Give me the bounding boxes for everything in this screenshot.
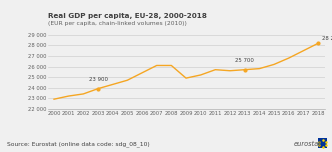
Text: (EUR per capita, chain-linked volumes (2010)): (EUR per capita, chain-linked volumes (2…	[48, 21, 187, 26]
Text: eurostat: eurostat	[294, 142, 322, 147]
Text: 23 900: 23 900	[89, 77, 108, 82]
Text: 28 200: 28 200	[322, 36, 332, 41]
Text: Real GDP per capita, EU-28, 2000-2018: Real GDP per capita, EU-28, 2000-2018	[48, 13, 207, 19]
Text: 25 700: 25 700	[235, 58, 254, 63]
Text: Source: Eurostat (online data code: sdg_08_10): Source: Eurostat (online data code: sdg_…	[7, 142, 149, 147]
